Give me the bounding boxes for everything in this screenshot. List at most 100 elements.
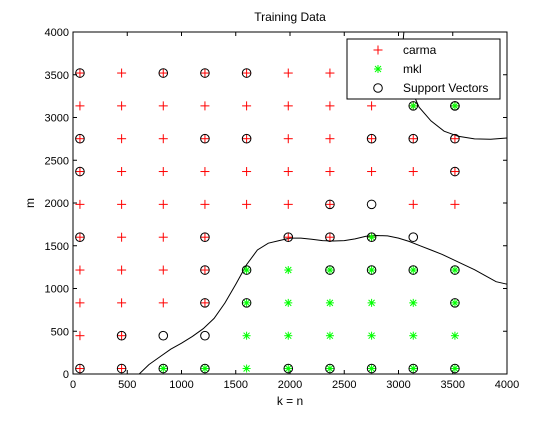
y-tick-label: 3000 [45, 113, 69, 125]
y-tick-label: 3500 [45, 70, 69, 82]
point-plus [283, 134, 293, 144]
point-plus [117, 265, 127, 275]
point-star [242, 298, 251, 307]
x-tick-label: 500 [118, 379, 136, 391]
x-tick-label: 1500 [224, 379, 248, 391]
point-circle [450, 298, 460, 308]
tick-labels: 0 500 1000 1500 2000 2500 3000 3500 4000 0 500 1000… [45, 27, 520, 391]
point-plus [367, 167, 377, 177]
point-plus [75, 364, 85, 374]
legend-label: mkl [403, 62, 422, 76]
point-plus [450, 199, 460, 209]
point-circle [75, 166, 85, 177]
point-circle [158, 68, 169, 78]
point-star [409, 298, 418, 307]
chart-title: Training Data [254, 10, 326, 24]
point-plus [158, 134, 168, 144]
y-tick-label: 0 [63, 369, 69, 381]
point-circle [408, 232, 419, 242]
point-plus [325, 68, 335, 78]
point-plus [75, 331, 85, 341]
point-circle [283, 363, 294, 374]
y-tick-label: 2000 [45, 198, 69, 210]
point-plus [367, 101, 377, 111]
point-plus [117, 298, 127, 308]
point-circle [241, 133, 252, 144]
point-circle [75, 232, 85, 242]
series-star [159, 69, 459, 373]
point-star [367, 266, 376, 275]
point-plus [117, 364, 127, 374]
legend-entries: carma mkl Support Vectors [373, 43, 488, 95]
point-circle [366, 199, 377, 210]
point-plus [75, 101, 85, 111]
point-circle [408, 265, 419, 275]
boundary-curve [138, 234, 508, 375]
x-tick-label: 0 [70, 379, 76, 391]
point-star [242, 266, 251, 275]
point-star [450, 298, 459, 307]
point-star [450, 101, 459, 110]
legend-marker [373, 83, 383, 93]
point-star [159, 364, 168, 373]
point-star [409, 101, 418, 110]
point-circle [75, 68, 85, 78]
point-star [367, 298, 376, 307]
point-plus [325, 232, 335, 242]
point-plus [75, 232, 85, 242]
point-plus [200, 298, 210, 308]
point-star [325, 331, 334, 340]
point-plus [117, 68, 127, 78]
point-plus [283, 167, 293, 177]
point-star [450, 331, 459, 340]
point-plus [242, 68, 252, 78]
point-plus [158, 199, 168, 209]
point-plus [408, 134, 418, 144]
point-plus [200, 134, 210, 144]
point-circle [116, 330, 127, 341]
point-circle [366, 363, 377, 374]
point-plus [200, 68, 210, 78]
point-plus [200, 167, 210, 177]
x-tick-label: 2000 [278, 379, 302, 391]
point-circle [200, 232, 210, 242]
y-axis-label: m [23, 198, 37, 208]
point-circle [283, 232, 294, 242]
point-plus [242, 199, 252, 209]
point-star [284, 331, 293, 340]
point-plus [158, 298, 168, 308]
point-star [409, 266, 418, 275]
point-circle [200, 363, 210, 374]
series-plus [75, 68, 460, 374]
point-star [200, 364, 209, 373]
point-circle [450, 363, 460, 374]
x-tick-label: 3000 [386, 379, 410, 391]
point-star [284, 298, 293, 307]
point-circle [325, 363, 335, 374]
legend-marker [374, 65, 382, 73]
point-star [367, 233, 376, 242]
point-plus [450, 167, 460, 177]
point-circle [158, 363, 169, 374]
point-plus [117, 331, 127, 341]
point-plus [283, 68, 293, 78]
point-plus [200, 199, 210, 209]
point-circle [241, 298, 252, 308]
point-plus [283, 199, 293, 209]
point-star [284, 364, 293, 373]
point-star [367, 331, 376, 340]
point-plus [75, 134, 85, 144]
point-plus [283, 232, 293, 242]
x-tick-label: 1000 [169, 379, 193, 391]
point-circle [450, 166, 460, 177]
point-plus [158, 265, 168, 275]
point-star [450, 364, 459, 373]
point-circle [450, 265, 460, 275]
point-circle [450, 101, 460, 111]
point-plus [408, 199, 418, 209]
point-circle [241, 68, 252, 78]
axes-box [72, 31, 508, 375]
x-axis-label: k = n [277, 394, 303, 408]
point-plus [158, 167, 168, 177]
point-plus [325, 167, 335, 177]
